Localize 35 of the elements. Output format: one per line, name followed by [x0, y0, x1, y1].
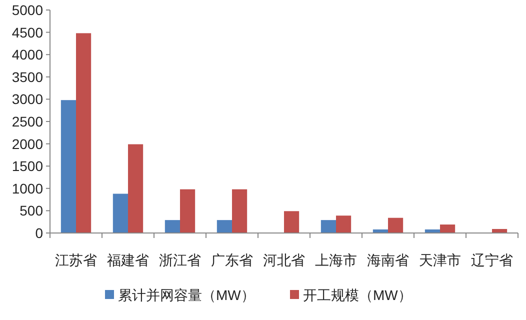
- bar: [232, 189, 248, 233]
- bar: [180, 189, 196, 233]
- y-tick-label: 4500: [12, 24, 44, 40]
- y-tick-label: 500: [20, 202, 44, 219]
- x-tick-label: 天津市: [419, 252, 461, 268]
- x-tick-label: 广东省: [211, 252, 253, 268]
- x-tick-label: 江苏省: [55, 252, 97, 268]
- x-tick-label: 辽宁省: [471, 252, 513, 268]
- bar: [284, 211, 300, 233]
- y-tick-label: 0: [35, 225, 44, 241]
- bar: [320, 220, 336, 233]
- legend-label: 开工规模（MW）: [303, 287, 412, 303]
- bar: [336, 216, 352, 233]
- y-tick-label: 4000: [12, 46, 44, 63]
- y-tick-label: 5000: [12, 2, 44, 18]
- y-tick-label: 1000: [12, 180, 44, 196]
- bar: [128, 144, 144, 233]
- y-tick-label: 3000: [12, 91, 44, 108]
- bar: [440, 224, 456, 233]
- bar: [76, 33, 92, 233]
- bar: [60, 100, 76, 233]
- x-tick-label: 上海市: [315, 252, 357, 268]
- x-tick-label: 福建省: [107, 252, 149, 268]
- legend-label: 累计并网容量（MW）: [118, 287, 255, 303]
- x-tick-label: 河北省: [263, 252, 305, 268]
- x-tick-label: 海南省: [367, 252, 409, 268]
- y-tick-label: 3500: [12, 68, 44, 85]
- bar: [164, 220, 180, 233]
- bar: [388, 218, 404, 233]
- bar: [216, 220, 232, 233]
- y-tick-label: 1500: [12, 158, 44, 174]
- y-tick-label: 2000: [12, 136, 44, 152]
- y-tick-label: 2500: [12, 114, 44, 130]
- x-tick-label: 浙江省: [159, 252, 201, 268]
- bar: [112, 194, 128, 233]
